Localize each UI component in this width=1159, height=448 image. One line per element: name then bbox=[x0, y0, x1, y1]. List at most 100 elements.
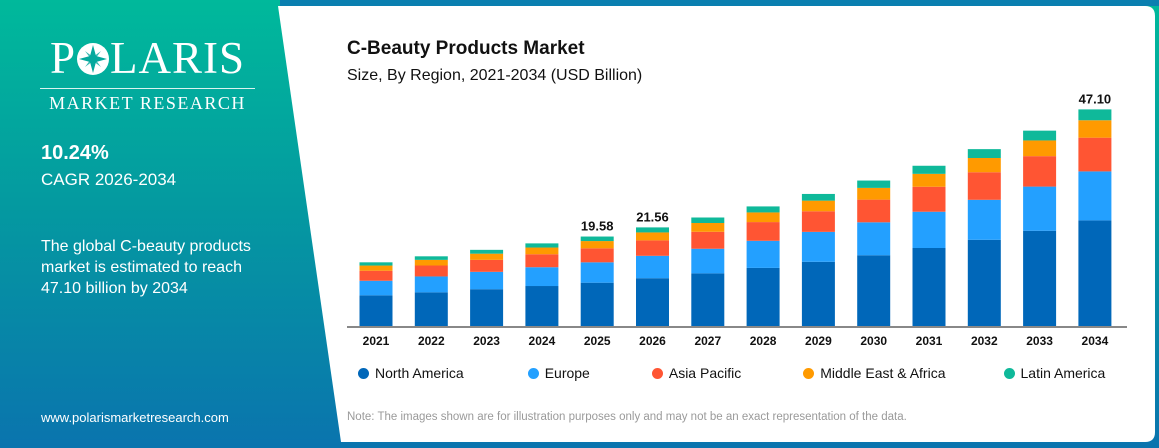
bar-segment-latin-america-2026 bbox=[636, 227, 669, 233]
bar-segment-middle-east-africa-2032 bbox=[967, 158, 1001, 173]
bar-segment-middle-east-africa-2030 bbox=[857, 187, 891, 200]
bar-segment-asia-pacific-2034 bbox=[1078, 137, 1112, 172]
data-label-2034: 47.10 bbox=[1079, 91, 1112, 106]
bar-segment-asia-pacific-2032 bbox=[967, 172, 1001, 200]
bar-segment-asia-pacific-2021 bbox=[359, 270, 393, 281]
bar-segment-north-america-2029 bbox=[801, 261, 835, 327]
cagr-label: CAGR 2026-2034 bbox=[41, 170, 177, 189]
bar-segment-middle-east-africa-2027 bbox=[691, 223, 725, 232]
x-tick-label: 2021 bbox=[363, 334, 390, 348]
bar-segment-europe-2027 bbox=[691, 248, 725, 274]
bar-segment-latin-america-2033 bbox=[1023, 130, 1057, 141]
bar-segment-north-america-2027 bbox=[691, 273, 725, 327]
bar-segment-asia-pacific-2023 bbox=[470, 259, 504, 272]
bar-segment-europe-2024 bbox=[525, 267, 559, 287]
x-tick-label: 2023 bbox=[473, 334, 500, 348]
x-tick-label: 2034 bbox=[1082, 334, 1109, 348]
chart-title: C-Beauty Products Market bbox=[347, 38, 585, 59]
x-tick-label: 2032 bbox=[971, 334, 998, 348]
bar-segment-asia-pacific-2026 bbox=[636, 240, 669, 256]
bar-segment-europe-2028 bbox=[746, 240, 780, 268]
bar-segment-north-america-2024 bbox=[525, 286, 559, 327]
legend-item: Asia Pacific bbox=[651, 365, 742, 381]
x-tick-label: 2028 bbox=[750, 334, 777, 348]
legend-dot-icon bbox=[358, 367, 369, 379]
bar-segment-middle-east-africa-2021 bbox=[359, 265, 393, 271]
data-label-2025: 19.58 bbox=[581, 219, 614, 234]
bar-segment-latin-america-2027 bbox=[691, 217, 725, 224]
bar-segment-asia-pacific-2028 bbox=[746, 222, 780, 241]
bar-segment-latin-america-2022 bbox=[414, 256, 448, 260]
bar-segment-north-america-2034 bbox=[1078, 220, 1112, 327]
bar-segment-europe-2029 bbox=[801, 231, 835, 262]
bar-segment-latin-america-2031 bbox=[912, 165, 946, 174]
bar-segment-north-america-2032 bbox=[967, 239, 1001, 327]
x-tick-label: 2026 bbox=[639, 334, 666, 348]
bar-segment-europe-2022 bbox=[414, 276, 448, 293]
bar-segment-latin-america-2025 bbox=[580, 236, 614, 242]
bar-segment-asia-pacific-2024 bbox=[525, 254, 559, 268]
disclaimer-note: Note: The images shown are for illustrat… bbox=[347, 411, 907, 423]
bar-segment-latin-america-2023 bbox=[470, 249, 504, 254]
bar-segment-asia-pacific-2031 bbox=[912, 186, 946, 212]
legend-dot-icon bbox=[803, 367, 815, 379]
bar-segment-europe-2030 bbox=[857, 222, 891, 256]
bar-segment-middle-east-africa-2028 bbox=[746, 212, 780, 223]
bar-segment-latin-america-2034 bbox=[1078, 109, 1112, 121]
bar-segment-latin-america-2029 bbox=[801, 193, 835, 201]
bar-segment-north-america-2028 bbox=[746, 267, 780, 327]
x-tick-label: 2030 bbox=[860, 334, 887, 348]
bar-segment-latin-america-2024 bbox=[525, 243, 559, 248]
x-tick-label: 2027 bbox=[694, 334, 721, 348]
bar-segment-latin-america-2032 bbox=[967, 149, 1001, 159]
bar-segment-north-america-2033 bbox=[1023, 230, 1057, 327]
bar-segment-middle-east-africa-2024 bbox=[525, 247, 559, 255]
bar-segment-asia-pacific-2029 bbox=[801, 211, 835, 232]
legend-dot-icon bbox=[651, 367, 663, 379]
bar-segment-middle-east-africa-2022 bbox=[414, 259, 448, 266]
cagr-value: 10.24% bbox=[41, 142, 109, 164]
legend-label: Europe bbox=[544, 365, 590, 381]
legend-label: Latin America bbox=[1020, 365, 1106, 381]
chart-legend: North America Europe Asia Pacific Middle Ea… bbox=[358, 365, 1105, 381]
legend-dot-icon bbox=[1003, 367, 1015, 379]
logo-subtitle: MARKET RESEARCH bbox=[49, 93, 246, 113]
legend-label: Asia Pacific bbox=[668, 365, 742, 381]
bar-segment-middle-east-africa-2029 bbox=[801, 200, 835, 212]
legend-item: Middle East & Africa bbox=[803, 365, 946, 381]
bar-segment-europe-2033 bbox=[1023, 186, 1057, 231]
x-tick-label: 2025 bbox=[584, 334, 611, 348]
bar-segment-asia-pacific-2022 bbox=[414, 265, 448, 277]
bar-segment-middle-east-africa-2025 bbox=[580, 241, 614, 249]
legend-item: North America bbox=[358, 365, 464, 381]
data-label-2026: 21.56 bbox=[636, 209, 669, 224]
x-tick-label: 2033 bbox=[1026, 334, 1053, 348]
top-accent-strip bbox=[280, 0, 1159, 6]
bar-segment-latin-america-2028 bbox=[746, 206, 780, 213]
bar-segment-middle-east-africa-2026 bbox=[636, 232, 669, 241]
bar-segment-north-america-2022 bbox=[414, 292, 448, 327]
bar-segment-asia-pacific-2030 bbox=[857, 199, 891, 223]
x-tick-label: 2024 bbox=[529, 334, 556, 348]
chart-subtitle: Size, By Region, 2021-2034 (USD Billion) bbox=[347, 67, 643, 84]
compass-star-icon bbox=[77, 43, 109, 75]
legend-item: Latin America bbox=[1003, 365, 1106, 381]
bar-segment-europe-2021 bbox=[359, 280, 393, 296]
website-link[interactable]: www.polarismarketresearch.com bbox=[41, 410, 229, 425]
legend-label: Middle East & Africa bbox=[820, 365, 946, 381]
bar-segment-north-america-2025 bbox=[580, 282, 614, 327]
x-tick-label: 2031 bbox=[916, 334, 943, 348]
bar-segment-asia-pacific-2025 bbox=[580, 248, 614, 263]
bar-segment-middle-east-africa-2033 bbox=[1023, 140, 1057, 157]
legend-label: North America bbox=[375, 365, 464, 381]
bar-segment-europe-2031 bbox=[912, 211, 946, 248]
legend-dot-icon bbox=[527, 367, 539, 379]
legend-item: Europe bbox=[527, 365, 590, 381]
market-description: The global C-beauty products market is e… bbox=[41, 238, 251, 297]
bar-segment-asia-pacific-2033 bbox=[1023, 156, 1057, 187]
bar-segment-north-america-2031 bbox=[912, 247, 946, 327]
bar-segment-latin-america-2021 bbox=[359, 262, 393, 266]
bar-segment-middle-east-africa-2023 bbox=[470, 253, 504, 260]
bar-segment-north-america-2023 bbox=[470, 289, 504, 327]
